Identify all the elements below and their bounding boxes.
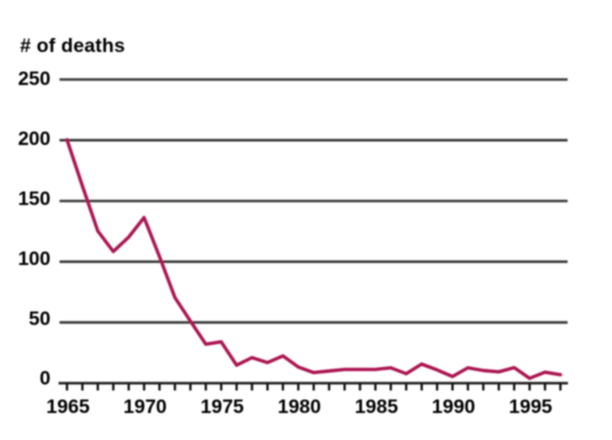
svg-text:150: 150 [18, 188, 51, 210]
svg-text:250: 250 [18, 68, 51, 90]
svg-text:1990: 1990 [432, 396, 476, 418]
svg-text:1985: 1985 [355, 396, 399, 418]
svg-text:1980: 1980 [278, 396, 322, 418]
svg-text:100: 100 [18, 248, 51, 270]
svg-text:200: 200 [18, 128, 51, 150]
svg-text:1995: 1995 [509, 396, 553, 418]
svg-text:1975: 1975 [201, 396, 245, 418]
svg-text:1965: 1965 [46, 396, 90, 418]
svg-text:1970: 1970 [123, 396, 167, 418]
svg-text:0: 0 [40, 368, 51, 390]
svg-text:50: 50 [29, 308, 51, 330]
svg-text:# of deaths: # of deaths [20, 35, 125, 57]
